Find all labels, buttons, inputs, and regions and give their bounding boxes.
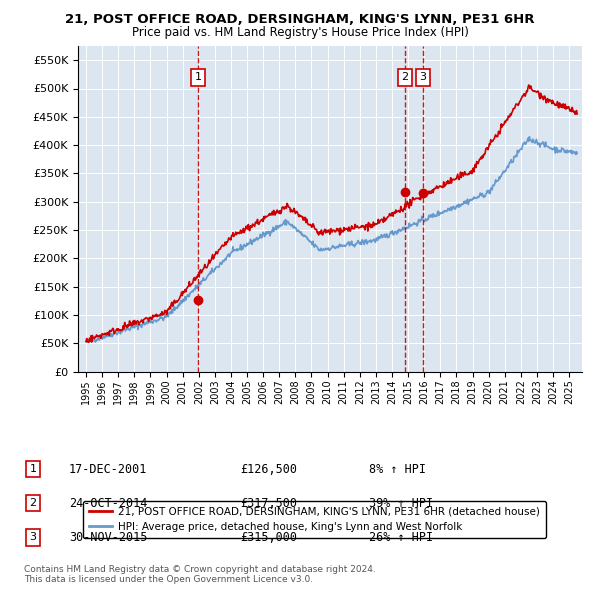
Text: 2: 2 — [401, 72, 409, 82]
Text: £126,500: £126,500 — [240, 463, 297, 476]
Text: This data is licensed under the Open Government Licence v3.0.: This data is licensed under the Open Gov… — [24, 575, 313, 584]
Text: £317,500: £317,500 — [240, 497, 297, 510]
Text: 3: 3 — [419, 72, 427, 82]
Text: 17-DEC-2001: 17-DEC-2001 — [69, 463, 148, 476]
Text: 21, POST OFFICE ROAD, DERSINGHAM, KING'S LYNN, PE31 6HR: 21, POST OFFICE ROAD, DERSINGHAM, KING'S… — [65, 13, 535, 26]
Text: 1: 1 — [29, 464, 37, 474]
Text: £315,000: £315,000 — [240, 531, 297, 544]
Text: 3: 3 — [29, 533, 37, 542]
Legend: 21, POST OFFICE ROAD, DERSINGHAM, KING'S LYNN, PE31 6HR (detached house), HPI: A: 21, POST OFFICE ROAD, DERSINGHAM, KING'S… — [83, 501, 546, 539]
Text: Contains HM Land Registry data © Crown copyright and database right 2024.: Contains HM Land Registry data © Crown c… — [24, 565, 376, 574]
Text: 2: 2 — [29, 499, 37, 508]
Text: 30-NOV-2015: 30-NOV-2015 — [69, 531, 148, 544]
Text: 39% ↑ HPI: 39% ↑ HPI — [369, 497, 433, 510]
Text: 24-OCT-2014: 24-OCT-2014 — [69, 497, 148, 510]
Text: 1: 1 — [194, 72, 202, 82]
Text: Price paid vs. HM Land Registry's House Price Index (HPI): Price paid vs. HM Land Registry's House … — [131, 26, 469, 39]
Text: 8% ↑ HPI: 8% ↑ HPI — [369, 463, 426, 476]
Text: 26% ↑ HPI: 26% ↑ HPI — [369, 531, 433, 544]
